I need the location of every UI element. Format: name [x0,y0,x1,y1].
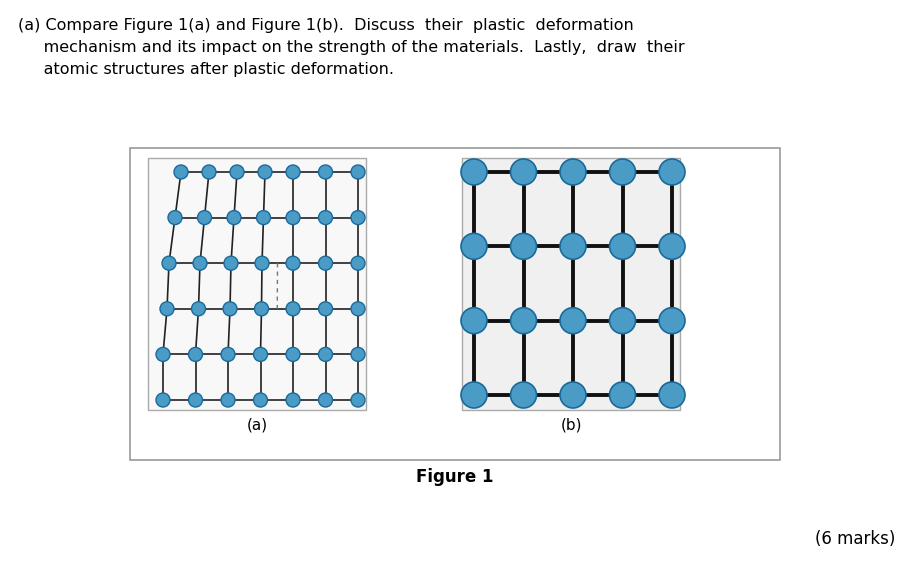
Circle shape [197,211,211,224]
Circle shape [461,308,487,333]
Circle shape [318,347,332,362]
Circle shape [610,382,635,408]
Circle shape [560,382,586,408]
Circle shape [511,308,537,333]
Text: mechanism and its impact on the strength of the materials.  Lastly,  draw  their: mechanism and its impact on the strength… [18,40,684,55]
Circle shape [351,393,365,407]
Circle shape [318,393,332,407]
Circle shape [191,302,206,316]
Circle shape [461,382,487,408]
Circle shape [560,159,586,185]
Circle shape [318,211,332,224]
Circle shape [659,382,685,408]
Text: (6 marks): (6 marks) [814,530,895,548]
Circle shape [511,159,537,185]
Circle shape [461,234,487,259]
Circle shape [230,165,244,179]
Text: atomic structures after plastic deformation.: atomic structures after plastic deformat… [18,62,394,77]
Circle shape [257,211,270,224]
Text: Figure 1: Figure 1 [416,468,494,486]
Circle shape [610,159,635,185]
Circle shape [174,165,188,179]
Circle shape [351,256,365,270]
Circle shape [659,159,685,185]
Circle shape [318,302,332,316]
Circle shape [351,302,365,316]
Circle shape [560,308,586,333]
Circle shape [286,165,300,179]
Circle shape [560,234,586,259]
Circle shape [221,347,235,362]
Circle shape [286,393,300,407]
Bar [462,158,680,410]
Circle shape [168,211,182,224]
Circle shape [162,256,176,270]
Circle shape [659,308,685,333]
Bar [148,158,366,410]
Circle shape [351,347,365,362]
Circle shape [318,165,332,179]
Circle shape [255,302,268,316]
Circle shape [318,256,332,270]
Circle shape [254,393,268,407]
Text: (a) Compare Figure 1(a) and Figure 1(b).  Discuss  their  plastic  deformation: (a) Compare Figure 1(a) and Figure 1(b).… [18,18,633,33]
Bar [130,148,780,460]
Circle shape [286,256,300,270]
Circle shape [224,256,238,270]
Circle shape [286,347,300,362]
Circle shape [461,159,487,185]
Circle shape [255,256,269,270]
Circle shape [286,211,300,224]
Circle shape [221,393,235,407]
Circle shape [610,234,635,259]
Circle shape [223,302,237,316]
Circle shape [160,302,174,316]
Circle shape [511,382,537,408]
Circle shape [659,234,685,259]
Circle shape [254,347,268,362]
Circle shape [188,393,203,407]
Circle shape [193,256,207,270]
Circle shape [156,347,170,362]
Circle shape [351,165,365,179]
Circle shape [202,165,216,179]
Circle shape [258,165,272,179]
Circle shape [156,393,170,407]
Circle shape [286,302,300,316]
Circle shape [351,211,365,224]
Text: (a): (a) [247,418,268,433]
Circle shape [227,211,241,224]
Text: (b): (b) [561,418,581,433]
Circle shape [511,234,537,259]
Circle shape [610,308,635,333]
Circle shape [188,347,203,362]
